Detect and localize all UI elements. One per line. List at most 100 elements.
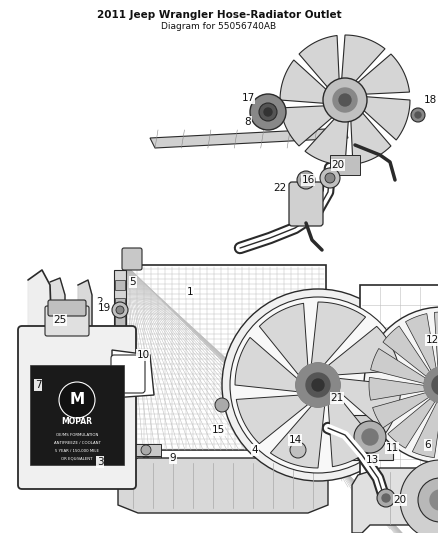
Circle shape bbox=[259, 103, 277, 121]
FancyBboxPatch shape bbox=[48, 300, 86, 316]
Polygon shape bbox=[388, 399, 435, 448]
Text: ANTIFREEZE / COOLANT: ANTIFREEZE / COOLANT bbox=[53, 441, 100, 445]
Polygon shape bbox=[236, 395, 308, 443]
Polygon shape bbox=[352, 468, 438, 533]
Bar bbox=[115, 316, 125, 326]
Polygon shape bbox=[28, 270, 52, 410]
Bar bbox=[115, 424, 125, 434]
Circle shape bbox=[430, 490, 438, 510]
Circle shape bbox=[418, 478, 438, 522]
Circle shape bbox=[362, 429, 378, 445]
Circle shape bbox=[215, 398, 229, 412]
Text: 21: 21 bbox=[330, 393, 344, 403]
Text: 4: 4 bbox=[252, 445, 258, 455]
Bar bbox=[30, 365, 124, 465]
Text: 13: 13 bbox=[365, 455, 378, 465]
Polygon shape bbox=[259, 303, 308, 375]
Text: 20: 20 bbox=[332, 160, 345, 170]
Text: M: M bbox=[70, 392, 85, 408]
Bar bbox=[348, 415, 393, 460]
Polygon shape bbox=[280, 60, 329, 103]
Bar bbox=[115, 298, 125, 308]
Text: 8: 8 bbox=[245, 117, 251, 127]
Polygon shape bbox=[383, 326, 430, 376]
Circle shape bbox=[432, 375, 438, 395]
Circle shape bbox=[112, 302, 128, 318]
Bar bbox=[115, 370, 125, 380]
Polygon shape bbox=[311, 302, 366, 364]
Text: 2011 Jeep Wrangler Hose-Radiator Outlet: 2011 Jeep Wrangler Hose-Radiator Outlet bbox=[97, 10, 341, 20]
Text: 11: 11 bbox=[385, 443, 399, 453]
Circle shape bbox=[411, 108, 425, 122]
FancyBboxPatch shape bbox=[45, 306, 89, 336]
Circle shape bbox=[325, 173, 335, 183]
Text: 6: 6 bbox=[425, 440, 431, 450]
Text: Diagram for 55056740AB: Diagram for 55056740AB bbox=[162, 22, 276, 31]
Text: 9: 9 bbox=[170, 453, 177, 463]
Circle shape bbox=[415, 112, 421, 118]
Circle shape bbox=[301, 175, 311, 185]
Bar bbox=[115, 388, 125, 398]
Text: 1: 1 bbox=[187, 287, 193, 297]
Circle shape bbox=[377, 489, 395, 507]
Bar bbox=[115, 406, 125, 416]
Circle shape bbox=[59, 382, 95, 418]
Polygon shape bbox=[361, 96, 410, 140]
Circle shape bbox=[424, 367, 438, 403]
Circle shape bbox=[364, 307, 438, 463]
Circle shape bbox=[323, 78, 367, 122]
Polygon shape bbox=[371, 349, 425, 384]
Circle shape bbox=[141, 457, 151, 467]
Polygon shape bbox=[305, 116, 349, 165]
Text: 19: 19 bbox=[97, 303, 111, 313]
Polygon shape bbox=[328, 326, 400, 375]
Polygon shape bbox=[373, 393, 429, 428]
Text: 2: 2 bbox=[97, 297, 103, 307]
Polygon shape bbox=[342, 35, 385, 84]
Circle shape bbox=[354, 421, 386, 453]
Bar bbox=[360, 285, 438, 485]
Text: 18: 18 bbox=[424, 95, 437, 105]
Polygon shape bbox=[355, 54, 410, 94]
Bar bbox=[115, 334, 125, 344]
Text: 7: 7 bbox=[35, 380, 41, 390]
FancyBboxPatch shape bbox=[18, 326, 136, 489]
Text: OE/MS FORMULATION: OE/MS FORMULATION bbox=[56, 433, 98, 437]
Text: 5: 5 bbox=[130, 277, 136, 287]
Polygon shape bbox=[406, 313, 436, 370]
Polygon shape bbox=[339, 378, 401, 433]
Text: 15: 15 bbox=[212, 425, 225, 435]
Circle shape bbox=[339, 94, 351, 106]
Circle shape bbox=[116, 306, 124, 314]
Text: 3: 3 bbox=[97, 457, 103, 467]
Circle shape bbox=[312, 379, 324, 391]
Polygon shape bbox=[351, 110, 391, 165]
Polygon shape bbox=[118, 458, 328, 513]
FancyBboxPatch shape bbox=[289, 182, 323, 226]
FancyBboxPatch shape bbox=[122, 248, 142, 270]
Bar bbox=[114, 270, 126, 445]
Text: 22: 22 bbox=[273, 183, 286, 193]
FancyBboxPatch shape bbox=[111, 355, 145, 393]
Bar bbox=[115, 280, 125, 290]
Polygon shape bbox=[112, 350, 154, 398]
Circle shape bbox=[222, 289, 414, 481]
Polygon shape bbox=[235, 337, 297, 392]
Text: 25: 25 bbox=[53, 315, 67, 325]
Bar bbox=[330, 155, 360, 175]
Circle shape bbox=[320, 168, 340, 188]
Text: 5 YEAR / 150,000 MILE: 5 YEAR / 150,000 MILE bbox=[55, 449, 99, 453]
Text: OR EQUIVALENT: OR EQUIVALENT bbox=[61, 457, 93, 461]
Text: 17: 17 bbox=[241, 93, 254, 103]
Polygon shape bbox=[412, 402, 438, 458]
Circle shape bbox=[290, 442, 306, 458]
Text: MOPAR: MOPAR bbox=[61, 417, 92, 426]
Circle shape bbox=[306, 373, 330, 397]
Text: 16: 16 bbox=[301, 175, 314, 185]
Circle shape bbox=[264, 108, 272, 116]
Bar bbox=[126, 265, 326, 450]
Circle shape bbox=[230, 297, 406, 473]
Polygon shape bbox=[270, 406, 325, 468]
Polygon shape bbox=[434, 312, 438, 367]
Circle shape bbox=[333, 88, 357, 112]
